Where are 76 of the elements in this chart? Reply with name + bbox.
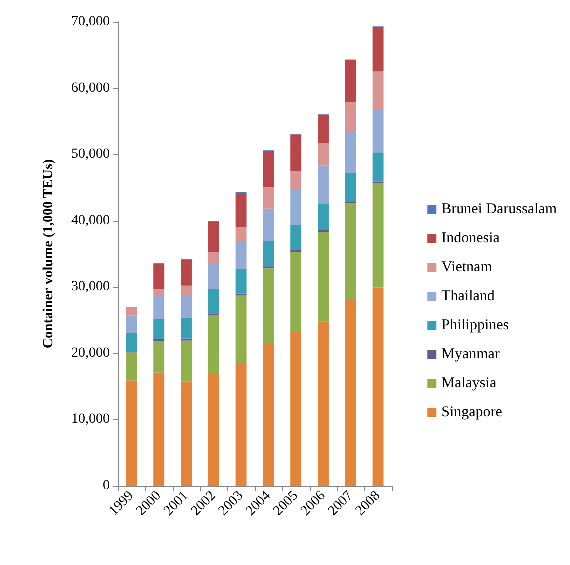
- y-tick-label: 40,000: [72, 213, 110, 228]
- bar: [318, 232, 329, 322]
- bar: [263, 187, 274, 209]
- legend-label: Brunei Darussalam: [442, 202, 558, 218]
- bar: [318, 322, 329, 486]
- bar: [126, 316, 138, 334]
- legend-label: Singapore: [442, 404, 503, 420]
- y-tick-label: 30,000: [72, 280, 110, 295]
- y-axis-title: Container volume (1,000 TEUs): [42, 159, 56, 349]
- bar: [345, 102, 356, 132]
- bar: [372, 152, 384, 182]
- bar: [372, 288, 384, 486]
- bar: [263, 241, 274, 267]
- bar: [154, 318, 165, 340]
- bar: [345, 60, 356, 102]
- bar: [263, 208, 274, 242]
- y-tick-label: 50,000: [72, 147, 110, 162]
- bar: [236, 296, 247, 364]
- bar: [208, 263, 220, 290]
- bar: [318, 143, 329, 166]
- bar: [290, 134, 302, 172]
- bar: [181, 340, 192, 382]
- bar: [345, 300, 356, 486]
- bar: [372, 109, 384, 153]
- legend-label: Thailand: [442, 288, 496, 304]
- bar: [154, 289, 165, 296]
- bar: [290, 225, 302, 250]
- bar: [290, 332, 302, 486]
- bar: [236, 227, 247, 242]
- bar: [181, 382, 192, 486]
- legend-label: Indonesia: [442, 230, 500, 246]
- y-tick-label: 60,000: [72, 80, 110, 96]
- bar: [236, 193, 247, 228]
- bar: [236, 363, 247, 486]
- bar: [181, 260, 192, 286]
- bar: [181, 295, 192, 318]
- bar: [208, 252, 220, 264]
- bar: [126, 380, 138, 486]
- bar: [208, 373, 220, 486]
- bar: [290, 252, 302, 332]
- bar: [345, 204, 356, 300]
- bar: [154, 296, 165, 319]
- bar: [263, 151, 274, 188]
- bar: [208, 222, 220, 252]
- legend-label: Myanmar: [442, 346, 500, 362]
- bar: [318, 114, 329, 144]
- bar: [318, 204, 329, 230]
- bar: [372, 72, 384, 110]
- bar: [263, 344, 274, 486]
- legend-label: Philippines: [442, 318, 510, 334]
- legend-label: Malaysia: [442, 376, 497, 392]
- bar: [345, 132, 356, 174]
- bar: [181, 318, 192, 339]
- bar: [208, 289, 220, 314]
- y-tick-label: 70,000: [72, 14, 110, 30]
- bar: [181, 286, 192, 296]
- bar: [126, 352, 138, 381]
- bar: [263, 268, 274, 344]
- bar: [372, 27, 384, 72]
- bar: [236, 269, 247, 294]
- bar: [208, 316, 220, 374]
- bar: [372, 183, 384, 288]
- bar: [290, 171, 302, 190]
- bar: [126, 308, 138, 316]
- bar: [154, 264, 165, 290]
- bar: [318, 166, 329, 204]
- legend-label: Vietnam: [442, 260, 493, 276]
- y-tick-label: 0: [103, 478, 110, 494]
- bar: [290, 190, 302, 226]
- bar: [154, 341, 165, 373]
- y-tick-label: 20,000: [72, 346, 110, 361]
- bar: [154, 372, 165, 486]
- bar: [126, 334, 138, 352]
- bar: [236, 241, 247, 270]
- y-tick-label: 10,000: [72, 412, 110, 428]
- bar: [345, 173, 356, 202]
